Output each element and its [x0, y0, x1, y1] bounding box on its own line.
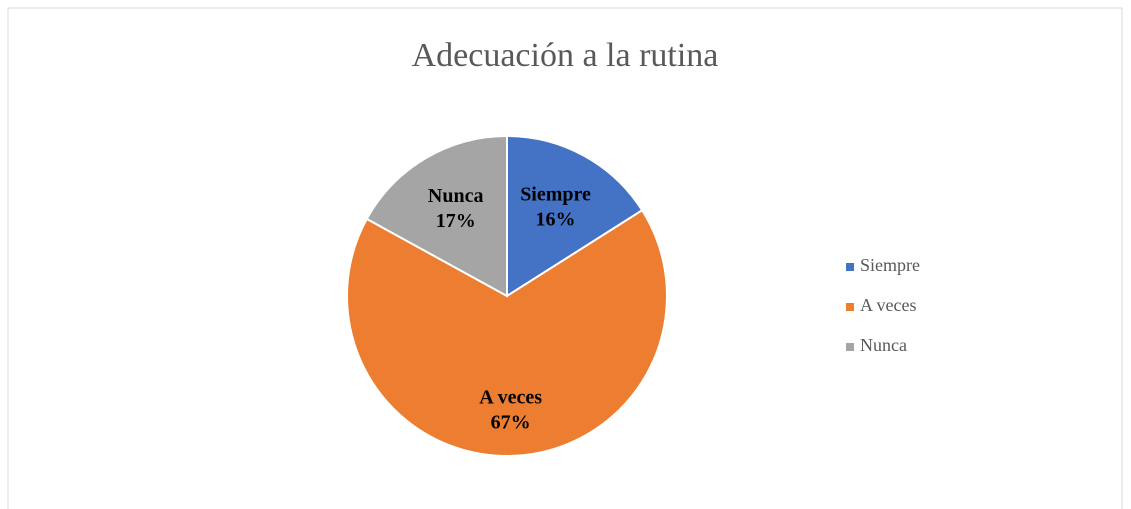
legend-marker — [846, 303, 854, 311]
legend-label: Nunca — [860, 335, 907, 355]
data-label-value: 16% — [536, 208, 576, 230]
legend-marker — [846, 343, 854, 351]
data-label-category: A veces — [479, 387, 542, 409]
pie-slice — [346, 208, 668, 457]
pie-slice — [506, 134, 644, 298]
pie-slice — [365, 134, 508, 298]
data-label-value: 67% — [491, 412, 531, 434]
legend-label: Siempre — [860, 255, 920, 275]
data-label-category: Siempre — [520, 183, 591, 205]
chart-title: Adecuación a la rutina — [412, 37, 719, 74]
data-label-value: 17% — [436, 210, 476, 232]
legend-label: A veces — [860, 295, 916, 315]
legend-marker — [846, 263, 854, 271]
data-label-category: Nunca — [428, 185, 484, 207]
